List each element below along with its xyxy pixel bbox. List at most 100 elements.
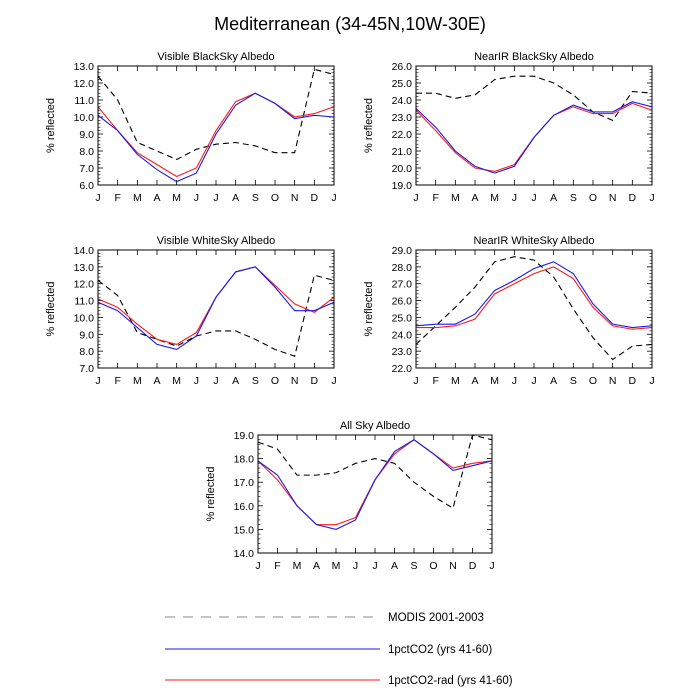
chart-panel: Visible WhiteSky Albedo % reflected 7.0 8.0… [45,235,337,387]
y-tick-label: 14.0 [74,245,95,257]
x-tick-label: N [291,375,299,387]
x-tick-label: J [512,192,517,204]
series-line-1pctco2 [98,266,334,351]
plot-frame [415,249,653,369]
y-tick-label: 25.0 [392,78,413,90]
y-tick-label: 14.0 [234,548,255,560]
x-tick-label: D [311,192,319,204]
legend-label: 1pctCO2 (yrs 41-60) [388,644,492,656]
y-tick-label: 6.0 [79,180,94,192]
x-tick-label: A [471,375,478,387]
x-tick-label: M [293,560,302,572]
x-tick-label: O [429,560,437,572]
panel-title: NearIR BlackSky Albedo [474,51,594,63]
legend-label: MODIS 2001-2003 [388,612,484,624]
series-line-1pctco2 [258,439,492,530]
y-tick-label: 26.0 [392,61,413,73]
y-tick-label: 12.0 [74,78,95,90]
figure-title: Mediterranean (34-45N,10W-30E) [214,14,486,34]
y-tick-label: 13.0 [74,61,95,73]
x-tick-label: N [291,192,299,204]
y-tick-label: 24.0 [392,95,413,107]
x-tick-label: J [413,375,418,387]
chart-panel: All Sky Albedo % reflected 14.0 15.0 16.0 17.… [205,420,495,572]
y-tick-label: 10.0 [74,112,95,124]
chart-panels: Visible BlackSky Albedo % reflected 6.0 7.0… [45,51,655,572]
x-tick-label: J [531,375,536,387]
x-tick-label: J [531,192,536,204]
y-axis-label: % reflected [363,281,375,336]
x-tick-label: J [372,560,377,572]
y-tick-label: 28.0 [392,262,413,274]
x-tick-label: J [95,375,100,387]
x-tick-label: D [311,375,319,387]
y-tick-label: 21.0 [392,146,413,158]
y-tick-label: 8.0 [79,146,94,158]
x-tick-label: J [413,192,418,204]
y-axis-label: % reflected [45,281,57,336]
y-tick-label: 10.0 [74,312,95,324]
x-tick-label: J [213,192,218,204]
panel-title: Visible BlackSky Albedo [157,51,274,63]
x-tick-label: J [353,560,358,572]
x-tick-label: A [313,560,320,572]
series-line-1pctco2-rad [416,266,652,330]
panel-title: All Sky Albedo [340,420,410,432]
x-tick-label: J [194,375,199,387]
y-tick-label: 24.0 [392,329,413,341]
y-tick-label: 15.0 [234,524,255,536]
x-tick-label: F [432,192,438,204]
y-tick-label: 25.0 [392,312,413,324]
y-tick-label: 23.0 [392,346,413,358]
x-tick-label: A [391,560,398,572]
y-tick-label: 22.0 [392,363,413,375]
x-tick-label: S [252,192,259,204]
x-tick-label: F [432,375,438,387]
x-tick-label: F [114,375,120,387]
x-tick-label: F [274,560,280,572]
plot-frame [257,434,493,554]
legend-item: MODIS 2001-2003 [165,612,484,624]
plot-frame [415,65,653,186]
x-tick-label: J [255,560,260,572]
x-tick-label: O [271,375,279,387]
plot-frame [97,249,335,369]
y-tick-label: 7.0 [79,363,94,375]
legend: MODIS 2001-2003 1pctCO2 (yrs 41-60) 1pctCO… [165,612,513,687]
y-tick-label: 12.0 [74,279,95,291]
series-line-1pctco2-rad [98,266,334,345]
x-tick-label: N [609,192,617,204]
legend-item: 1pctCO2 (yrs 41-60) [165,644,492,656]
x-tick-label: J [489,560,494,572]
x-tick-label: J [512,375,517,387]
panel-title: Visible WhiteSky Albedo [157,235,275,247]
y-tick-label: 9.0 [79,329,94,341]
y-axis-label: % reflected [45,98,57,153]
y-tick-label: 11.0 [74,95,94,107]
x-tick-label: A [153,192,160,204]
y-tick-label: 18.0 [234,454,255,466]
series-line-modis [98,68,334,161]
series-line-modis [98,274,334,357]
x-tick-label: S [570,375,577,387]
chart-panel: Visible BlackSky Albedo % reflected 6.0 7.0… [45,51,337,204]
x-tick-label: A [153,375,160,387]
series-line-modis [416,256,652,361]
x-tick-label: S [252,375,259,387]
x-tick-label: J [649,192,654,204]
x-tick-label: J [331,192,336,204]
y-tick-label: 13.0 [74,262,95,274]
y-tick-label: 19.0 [392,180,413,192]
series-line-1pctco2 [416,101,652,174]
y-tick-label: 9.0 [79,129,94,141]
x-tick-label: J [649,375,654,387]
x-tick-label: A [550,192,557,204]
legend-item: 1pctCO2-rad (yrs 41-60) [165,675,513,687]
legend-label: 1pctCO2-rad (yrs 41-60) [388,675,513,687]
x-tick-label: O [589,192,597,204]
x-tick-label: D [469,560,477,572]
series-line-1pctco2 [416,261,652,329]
x-tick-label: A [232,192,239,204]
x-tick-label: J [331,375,336,387]
series-line-modis [416,75,652,122]
